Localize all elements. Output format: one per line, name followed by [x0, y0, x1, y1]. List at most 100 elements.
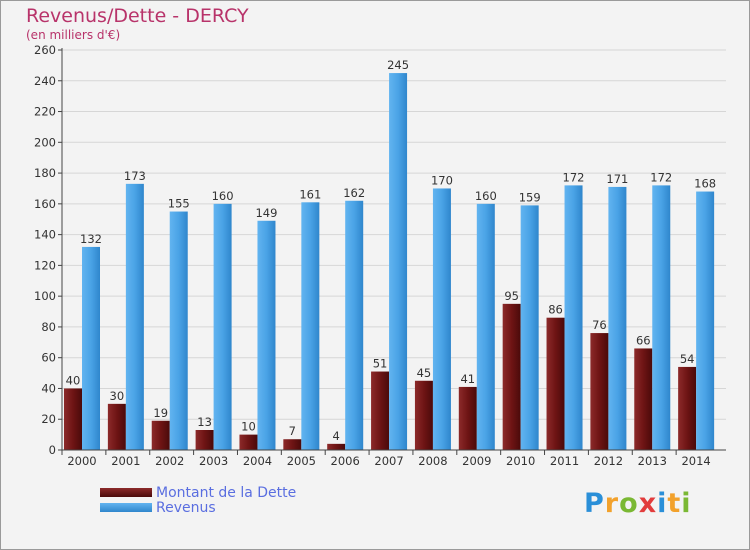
logo-letter: i	[681, 488, 692, 519]
data-label-debt: 76	[592, 318, 607, 332]
data-label-revenue: 173	[124, 169, 146, 183]
data-label-debt: 95	[504, 289, 519, 303]
y-tick-label: 260	[34, 43, 56, 57]
x-tick-label: 2003	[199, 454, 228, 468]
bar-debt	[327, 443, 346, 450]
x-tick-label: 2009	[462, 454, 491, 468]
y-tick-label: 200	[34, 135, 56, 149]
bar-revenue	[564, 185, 583, 450]
bar-debt	[502, 303, 521, 450]
x-tick-label: 2007	[374, 454, 403, 468]
data-label-debt: 4	[333, 429, 340, 443]
legend-swatch-debt	[100, 488, 152, 497]
data-label-debt: 45	[417, 366, 432, 380]
data-label-debt: 10	[241, 420, 256, 434]
data-label-revenue: 245	[387, 58, 409, 72]
labels-layer: 40 132 30 173 19 155 13 160 10 149 7 161 4 162 51 245 45…	[66, 58, 716, 443]
logo-letter: i	[657, 488, 668, 519]
data-label-revenue: 172	[563, 170, 585, 184]
data-label-revenue: 168	[694, 177, 716, 191]
x-tick-label: 2011	[550, 454, 579, 468]
data-label-debt: 86	[548, 303, 563, 317]
bar-revenue	[169, 211, 188, 450]
data-label-debt: 51	[373, 357, 388, 371]
y-tick-label: 180	[34, 166, 56, 180]
bar-debt	[151, 420, 170, 450]
chart-title: Revenus/Dette - DERCY	[26, 5, 249, 27]
bar-debt	[634, 348, 653, 450]
data-label-revenue: 160	[475, 189, 497, 203]
data-label-revenue: 171	[606, 172, 628, 186]
legend-swatch-revenue	[100, 503, 152, 512]
proxiti-logo: Proxiti	[584, 488, 692, 519]
y-tick-label: 40	[41, 381, 56, 395]
x-tick-label: 2008	[418, 454, 447, 468]
legend-label-debt: Montant de la Dette	[156, 485, 297, 501]
bar-revenue	[520, 205, 539, 450]
bar-revenue	[389, 73, 408, 451]
bar-revenue	[345, 200, 364, 450]
logo-letter: P	[584, 488, 605, 519]
x-tick-label: 2001	[111, 454, 140, 468]
legend-label-revenue: Revenus	[156, 500, 216, 516]
data-label-revenue: 149	[255, 206, 277, 220]
bar-revenue	[257, 220, 276, 450]
bar-debt	[371, 371, 390, 450]
bar-revenue	[301, 202, 320, 450]
data-label-revenue: 172	[650, 170, 672, 184]
logo-letter: x	[638, 488, 658, 519]
bar-revenue	[608, 186, 627, 450]
x-tick-label: 2000	[67, 454, 96, 468]
x-tick-label: 2012	[594, 454, 623, 468]
y-tick-label: 0	[49, 443, 56, 457]
bar-debt	[107, 403, 126, 450]
bar-revenue	[213, 203, 232, 450]
y-tick-label: 20	[41, 412, 56, 426]
bar-debt	[195, 430, 214, 450]
y-tick-label: 120	[34, 258, 56, 272]
x-tick-label: 2002	[155, 454, 184, 468]
data-label-revenue: 161	[299, 187, 321, 201]
logo-letter: o	[619, 488, 639, 519]
logo-letter: r	[604, 488, 620, 519]
x-tick-label: 2014	[681, 454, 710, 468]
bar-debt	[64, 388, 82, 450]
data-label-debt: 54	[680, 352, 695, 366]
logo-letter: t	[667, 488, 682, 519]
data-label-debt: 66	[636, 333, 651, 347]
data-label-debt: 40	[66, 373, 81, 387]
bar-debt	[283, 439, 302, 450]
axis-layer: 0 20 40 60 80 100 120 140 160 180 200 220 240 260 2000…	[34, 43, 726, 468]
data-label-revenue: 155	[168, 197, 190, 211]
y-tick-label: 160	[34, 197, 56, 211]
data-label-debt: 13	[197, 415, 212, 429]
y-tick-label: 240	[34, 74, 56, 88]
bar-revenue	[476, 203, 495, 450]
bar-revenue	[696, 191, 715, 451]
x-tick-label: 2005	[287, 454, 316, 468]
bar-revenue	[432, 188, 451, 450]
bar-debt	[590, 333, 609, 450]
data-label-revenue: 162	[343, 186, 365, 200]
bar-debt	[678, 366, 697, 450]
y-tick-label: 140	[34, 228, 56, 242]
x-tick-label: 2006	[331, 454, 360, 468]
bar-debt	[546, 317, 565, 450]
y-tick-label: 100	[34, 289, 56, 303]
y-tick-label: 80	[41, 320, 56, 334]
x-tick-label: 2010	[506, 454, 535, 468]
bar-debt	[458, 386, 477, 450]
bars-layer	[64, 73, 715, 451]
x-tick-label: 2004	[243, 454, 272, 468]
x-tick-label: 2013	[638, 454, 667, 468]
data-label-revenue: 132	[80, 232, 102, 246]
bar-revenue	[652, 185, 671, 450]
y-tick-label: 220	[34, 105, 56, 119]
y-tick-label: 60	[41, 351, 56, 365]
data-label-revenue: 159	[519, 190, 541, 204]
data-label-revenue: 160	[212, 189, 234, 203]
bar-revenue	[82, 246, 100, 450]
bar-revenue	[125, 183, 144, 450]
chart-subtitle: (en milliers d'€)	[26, 28, 121, 42]
